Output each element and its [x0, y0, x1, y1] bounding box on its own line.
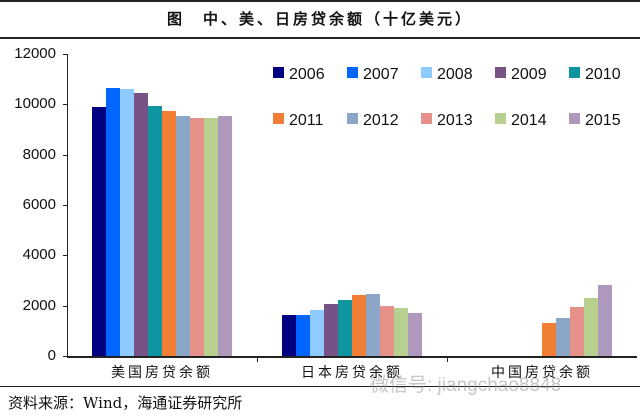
- legend-item: 2008: [421, 66, 473, 84]
- bar-2011: [542, 323, 556, 356]
- legend-swatch: [569, 67, 580, 78]
- legend-swatch: [421, 113, 432, 124]
- y-tick-mark: [63, 155, 68, 156]
- legend-label: 2012: [363, 112, 399, 129]
- y-tick-label: 4000: [22, 246, 56, 264]
- bar-2009: [324, 303, 338, 356]
- bar-2006: [282, 314, 296, 356]
- bar-2013: [380, 305, 394, 356]
- legend-swatch: [273, 113, 284, 124]
- bottom-rule: [0, 386, 640, 387]
- title-rule: [0, 37, 640, 39]
- y-tick-label: 6000: [22, 196, 56, 213]
- bar-2008: [120, 89, 134, 356]
- y-tick-mark: [63, 255, 68, 256]
- bar-2014: [394, 308, 408, 356]
- bar-2011: [162, 110, 176, 356]
- category-label: 美国房贷余额: [111, 365, 213, 381]
- y-tick-label: 0: [47, 347, 56, 364]
- bar-2012: [176, 115, 190, 356]
- legend-swatch: [569, 113, 580, 124]
- bar-2010: [338, 300, 352, 356]
- y-tick-label: 2000: [22, 296, 56, 314]
- legend-label: 2011: [289, 112, 324, 129]
- legend-label: 2014: [511, 112, 547, 129]
- legend-swatch: [347, 67, 358, 78]
- legend-item: 2012: [347, 112, 399, 130]
- legend-item: 2014: [495, 112, 547, 130]
- legend-item: 2010: [569, 66, 621, 84]
- bar-2007: [106, 87, 120, 356]
- y-tick-label: 12000: [14, 45, 56, 62]
- legend-label: 2009: [511, 66, 547, 83]
- bar-2014: [204, 118, 218, 356]
- bar-2010: [148, 105, 162, 356]
- bar-2012: [556, 317, 570, 356]
- legend-swatch: [273, 67, 284, 78]
- x-axis: [67, 356, 637, 358]
- chart-title: 图中、美、日房贷余额（十亿美元）: [0, 3, 640, 35]
- category-label: 中国房贷余额: [491, 365, 593, 381]
- bar-2007: [296, 314, 310, 356]
- bar-2009: [134, 93, 148, 356]
- legend-label: 2010: [585, 66, 621, 83]
- title-text: 中、美、日房贷余额（十亿美元）: [203, 10, 474, 28]
- legend-item: 2009: [495, 66, 547, 84]
- bar-2011: [352, 295, 366, 356]
- y-tick-mark: [63, 356, 68, 357]
- x-tick-mark: [447, 356, 448, 362]
- bar-2013: [570, 306, 584, 356]
- legend-label: 2008: [437, 66, 473, 83]
- x-tick-mark: [257, 356, 258, 362]
- y-tick-mark: [63, 54, 68, 55]
- category-label: 日本房贷余额: [301, 365, 403, 381]
- source-note: 资料来源：Wind，海通证券研究所: [8, 394, 243, 412]
- top-rule: [0, 0, 640, 2]
- y-tick-mark: [63, 104, 68, 105]
- bar-2012: [366, 294, 380, 356]
- legend-swatch: [495, 113, 506, 124]
- legend-item: 2007: [347, 66, 399, 84]
- legend-label: 2015: [585, 112, 621, 129]
- legend-item: 2013: [421, 112, 473, 130]
- bar-2015: [598, 285, 612, 356]
- figure-label: 图: [166, 10, 185, 28]
- y-tick-mark: [63, 306, 68, 307]
- watermark: 微信号: jiangchao8848: [370, 375, 562, 396]
- bar-2013: [190, 118, 204, 356]
- bar-2008: [310, 309, 324, 356]
- legend-swatch: [495, 67, 506, 78]
- legend-label: 2013: [437, 112, 473, 129]
- legend-swatch: [347, 113, 358, 124]
- y-tick-label: 10000: [14, 95, 56, 113]
- bar-2014: [584, 298, 598, 356]
- bar-2015: [408, 313, 422, 356]
- y-tick-mark: [63, 205, 68, 206]
- legend-item: 2006: [273, 66, 325, 84]
- legend-item: 2011: [273, 112, 323, 130]
- bar-2015: [218, 115, 232, 356]
- bar-2006: [92, 106, 106, 356]
- legend-item: 2015: [569, 112, 621, 130]
- legend-label: 2007: [363, 66, 399, 83]
- y-tick-label: 8000: [22, 145, 56, 163]
- legend-swatch: [421, 67, 432, 78]
- legend-label: 2006: [289, 66, 325, 83]
